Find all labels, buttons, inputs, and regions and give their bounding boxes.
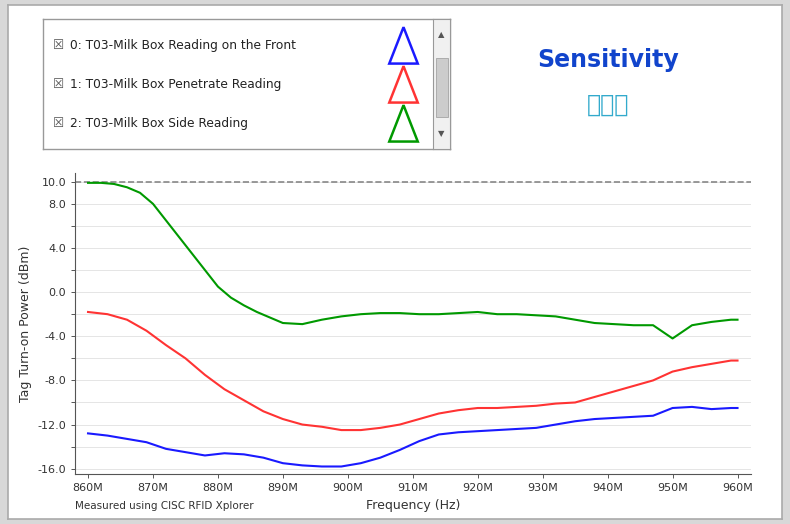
Text: ▼: ▼: [438, 129, 445, 138]
X-axis label: Frequency (Hz): Frequency (Hz): [366, 499, 460, 512]
Text: ☒: ☒: [52, 117, 64, 130]
Text: 2: T03-Milk Box Side Reading: 2: T03-Milk Box Side Reading: [70, 117, 248, 130]
Y-axis label: Tag Turn-on Power (dBm): Tag Turn-on Power (dBm): [19, 245, 32, 402]
Text: ☒: ☒: [52, 39, 64, 52]
Text: Measured using CISC RFID Xplorer: Measured using CISC RFID Xplorer: [75, 501, 254, 511]
Text: 灵敏度: 灵敏度: [587, 93, 630, 117]
Text: Sensitivity: Sensitivity: [537, 48, 679, 72]
Text: ☒: ☒: [52, 78, 64, 91]
Bar: [435, 58, 448, 117]
Text: 0: T03-Milk Box Reading on the Front: 0: T03-Milk Box Reading on the Front: [70, 39, 296, 52]
Text: 1: T03-Milk Box Penetrate Reading: 1: T03-Milk Box Penetrate Reading: [70, 78, 281, 91]
Text: ▲: ▲: [438, 30, 445, 39]
